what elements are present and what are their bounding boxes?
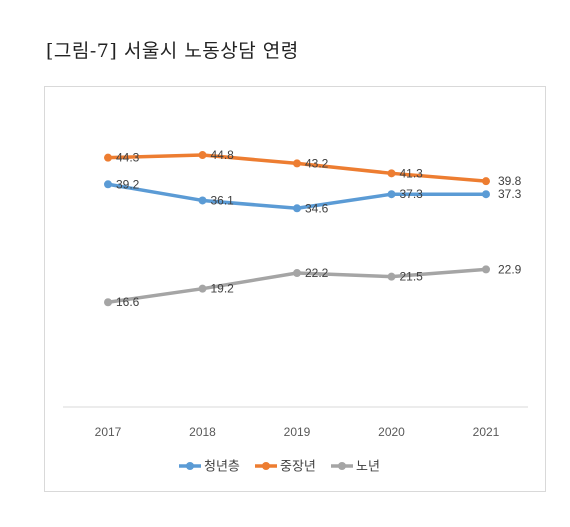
data-point-2-4 xyxy=(482,265,490,274)
data-label-1-0: 44.3 xyxy=(116,151,140,165)
data-point-1-3 xyxy=(387,169,396,178)
figure-title: [그림-7] 서울시 노동상담 연령 xyxy=(46,40,299,62)
data-label-2-1: 19.2 xyxy=(211,282,235,296)
data-point-1-1 xyxy=(198,151,207,160)
data-point-1-0 xyxy=(104,153,112,162)
data-label-2-0: 16.6 xyxy=(116,295,140,309)
data-label-1-4: 39.8 xyxy=(498,174,522,188)
data-label-0-3: 37.3 xyxy=(400,187,424,201)
data-point-1-2 xyxy=(293,159,301,168)
data-point-2-1 xyxy=(198,284,207,293)
data-point-2-0 xyxy=(104,298,112,307)
legend-marker-1 xyxy=(262,462,270,470)
x-tick-label-2021: 2021 xyxy=(473,425,500,439)
data-label-2-2: 22.2 xyxy=(305,266,329,280)
data-point-1-4 xyxy=(482,177,490,186)
data-label-2-4: 22.9 xyxy=(498,262,522,276)
data-label-0-2: 34.6 xyxy=(305,201,329,215)
data-label-0-4: 37.3 xyxy=(498,187,522,201)
data-point-2-3 xyxy=(387,272,396,281)
data-label-1-2: 43.2 xyxy=(305,156,329,170)
data-point-0-0 xyxy=(104,180,112,189)
x-tick-label-2019: 2019 xyxy=(284,425,311,439)
data-label-0-0: 39.2 xyxy=(116,177,140,191)
chart-frame xyxy=(44,86,546,492)
x-tick-label-2017: 2017 xyxy=(95,425,122,439)
x-tick-label-2018: 2018 xyxy=(189,425,216,439)
data-label-2-3: 21.5 xyxy=(400,270,424,284)
legend-label-2: 노년 xyxy=(356,459,380,474)
data-label-1-3: 41.3 xyxy=(400,166,424,180)
legend-marker-2 xyxy=(338,462,346,470)
legend-label-0: 청년층 xyxy=(204,459,240,474)
data-label-1-1: 44.8 xyxy=(211,148,235,162)
legend-label-1: 중장년 xyxy=(280,459,316,474)
data-point-0-4 xyxy=(482,190,490,199)
data-point-0-1 xyxy=(198,196,207,205)
x-tick-label-2020: 2020 xyxy=(378,425,405,439)
data-label-0-1: 36.1 xyxy=(211,193,235,207)
legend-marker-0 xyxy=(186,462,194,470)
data-point-0-2 xyxy=(293,204,301,213)
data-point-0-3 xyxy=(387,190,396,199)
data-point-2-2 xyxy=(293,269,301,278)
series-line-1 xyxy=(106,153,488,183)
